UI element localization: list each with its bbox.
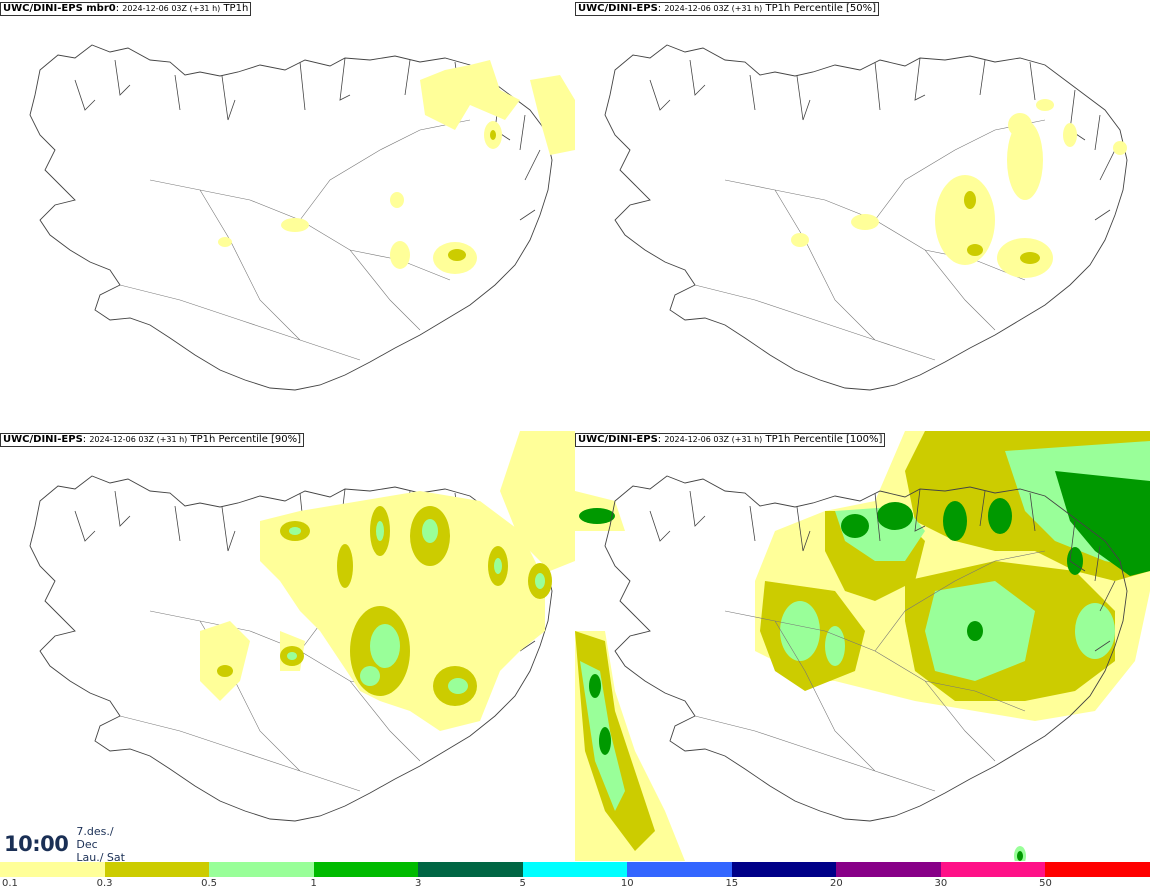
map-iceland	[575, 431, 1150, 861]
legend-tick-label: 0.3	[96, 878, 113, 889]
legend-color-1	[104, 862, 210, 877]
map-panel-mbr0: UWC/DINI-EPS mbr0: 2024-12-06 03Z (+31 h…	[0, 0, 575, 430]
legend-tick-label: 5	[519, 878, 526, 889]
legend-color-6	[627, 862, 733, 877]
legend-color-3	[313, 862, 419, 877]
precip-legend: 0.1 0.3 0.5 1 3 5 10 15 20 30 50	[0, 861, 1150, 891]
valid-date-text: 7.des./ Dec	[76, 824, 114, 851]
legend-tick-label: 1	[310, 878, 317, 889]
legend-color-2	[209, 862, 315, 877]
model-name: UWC/DINI-EPS	[578, 434, 658, 445]
model-name: UWC/DINI-EPS mbr0	[3, 3, 116, 14]
field-name: TP1h Percentile [50%]	[765, 3, 877, 14]
legend-color-5	[522, 862, 628, 877]
legend-color-4	[418, 862, 524, 877]
legend-tick-label: 3	[414, 878, 422, 889]
run-time: 2024-12-06 03Z (+31 h)	[664, 435, 763, 444]
legend-color-10	[1045, 862, 1150, 877]
run-time: 2024-12-06 03Z (+31 h)	[122, 4, 221, 13]
map-iceland	[29, 44, 575, 391]
panel-title: UWC/DINI-EPS: 2024-12-06 03Z (+31 h) TP1…	[0, 433, 305, 447]
legend-tick-label: 0.1	[2, 878, 18, 889]
panel-title: UWC/DINI-EPS mbr0: 2024-12-06 03Z (+31 h…	[0, 2, 252, 16]
map-iceland	[604, 44, 1128, 391]
field-name: TP1h	[223, 3, 249, 14]
run-time: 2024-12-06 03Z (+31 h)	[664, 4, 763, 13]
legend-color-7	[731, 862, 837, 877]
panel-title: UWC/DINI-EPS: 2024-12-06 03Z (+31 h) TP1…	[575, 433, 886, 447]
legend-tick-label: 20	[829, 878, 843, 889]
field-name: TP1h Percentile [100%]	[765, 434, 883, 445]
legend-color-9	[940, 862, 1046, 877]
model-name: UWC/DINI-EPS	[3, 434, 83, 445]
valid-day-text: Lau./ Sat	[76, 850, 125, 864]
valid-time-box: 10:00 7.des./ Dec Lau./ Sat	[0, 825, 128, 864]
model-name: UWC/DINI-EPS	[578, 3, 658, 14]
valid-time-clock: 10:00	[4, 832, 69, 856]
field-name: TP1h Percentile [90%]	[190, 434, 302, 445]
legend-tick-label: 0.5	[201, 878, 218, 889]
map-panel-p100: UWC/DINI-EPS: 2024-12-06 03Z (+31 h) TP1…	[575, 431, 1150, 861]
map-iceland	[29, 431, 575, 822]
panel-title: UWC/DINI-EPS: 2024-12-06 03Z (+31 h) TP1…	[575, 2, 880, 16]
run-time: 2024-12-06 03Z (+31 h)	[89, 435, 188, 444]
map-panel-p50: UWC/DINI-EPS: 2024-12-06 03Z (+31 h) TP1…	[575, 0, 1150, 430]
legend-tick-label: 30	[934, 878, 948, 889]
legend-tick-label: 50	[1039, 878, 1052, 889]
legend-tick-label: 15	[725, 878, 739, 889]
legend-tick-label: 10	[620, 878, 634, 889]
legend-color-8	[836, 862, 942, 877]
map-panel-p90: UWC/DINI-EPS: 2024-12-06 03Z (+31 h) TP1…	[0, 431, 575, 861]
legend-color-0	[0, 862, 106, 877]
valid-date: 7.des./ Dec Lau./ Sat	[68, 825, 128, 864]
